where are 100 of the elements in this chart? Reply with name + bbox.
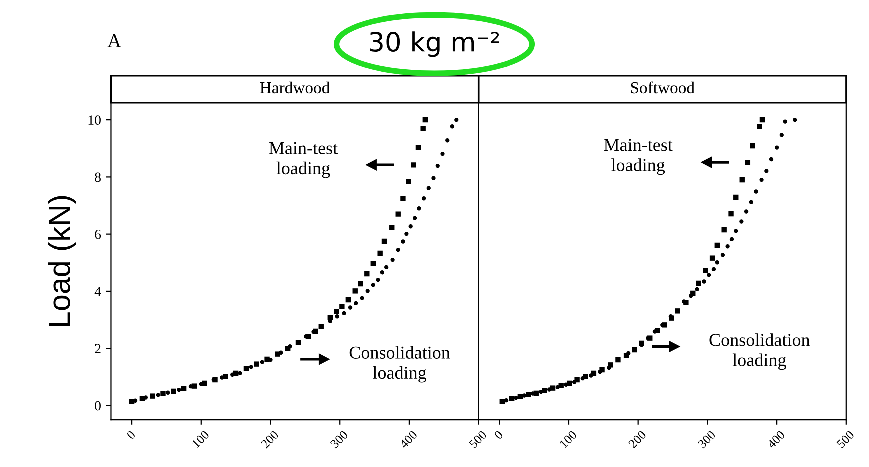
point (550, 386, 556, 391)
point (760, 178, 764, 182)
annotation: Main-test loading (269, 142, 338, 178)
point (722, 227, 727, 233)
point (412, 216, 418, 220)
point (396, 212, 401, 217)
point (522, 394, 527, 398)
point (380, 270, 384, 275)
x-tick-label: 100 (559, 430, 578, 448)
annotation: Consolidation loading (710, 334, 810, 370)
point (181, 386, 187, 392)
y-tick-label: 10 (88, 116, 101, 126)
x-tick-label: 200 (260, 430, 280, 449)
y-tick-label: 6 (95, 230, 102, 240)
point (396, 248, 400, 252)
point (734, 229, 738, 234)
point (728, 211, 734, 217)
point (340, 304, 345, 310)
chart-subtitle: Hardwood (260, 82, 330, 94)
x-tick-label: 100 (192, 430, 210, 448)
point (750, 143, 756, 149)
point (129, 399, 135, 404)
point (360, 296, 364, 300)
point (171, 388, 176, 394)
annotation: Main-test loading (604, 139, 673, 176)
x-tick-label: 0 (494, 430, 504, 440)
point (730, 237, 734, 242)
point (572, 380, 577, 384)
x-tick-label: 500 (836, 430, 855, 449)
point (354, 301, 358, 306)
point (244, 366, 250, 372)
point (370, 261, 376, 266)
point (760, 117, 766, 123)
point (780, 133, 784, 138)
point (150, 394, 156, 399)
point (279, 350, 284, 355)
point (744, 210, 749, 214)
point (358, 281, 364, 287)
point (774, 146, 780, 150)
point (556, 385, 560, 390)
point (288, 344, 292, 349)
point (440, 152, 445, 156)
y-tick-label: 4 (94, 287, 102, 296)
point (710, 256, 716, 261)
point (384, 265, 389, 270)
point (450, 124, 455, 129)
point (616, 357, 621, 363)
point (720, 253, 726, 258)
point (177, 388, 182, 392)
y-tick-label: 0 (95, 401, 101, 411)
point (249, 365, 254, 370)
chart-subtitle: Softwood (631, 82, 695, 94)
point (416, 145, 422, 150)
point (734, 194, 739, 200)
point (335, 314, 340, 319)
point (504, 398, 509, 403)
point (715, 260, 720, 265)
point (514, 396, 518, 400)
y-axis-title: Load (kN) (48, 196, 76, 326)
point (598, 370, 602, 374)
point (706, 273, 712, 278)
point (712, 267, 716, 272)
x-tick-label: 400 (766, 430, 786, 450)
point (411, 162, 416, 168)
point (400, 196, 406, 202)
point (567, 380, 572, 386)
point (348, 306, 353, 310)
point (436, 164, 440, 168)
point (334, 309, 340, 314)
point (580, 376, 585, 381)
x-tick-label: 500 (468, 430, 488, 449)
point (220, 376, 224, 380)
point (422, 196, 426, 201)
point (422, 117, 428, 123)
y-tick-label: 2 (95, 344, 101, 354)
point (740, 177, 745, 183)
point (160, 391, 166, 396)
point (446, 138, 450, 143)
point (539, 390, 544, 394)
point (769, 157, 774, 162)
x-tick-label: 200 (628, 430, 647, 449)
point (230, 372, 235, 377)
point (632, 347, 638, 353)
point (166, 390, 170, 395)
point (564, 382, 568, 387)
point (675, 308, 680, 314)
point (454, 118, 459, 122)
point (749, 200, 754, 204)
text: A (108, 34, 122, 48)
point (702, 280, 706, 284)
y-tick-label: 8 (95, 172, 101, 182)
point (703, 268, 708, 274)
point (589, 374, 594, 378)
point (783, 120, 788, 124)
point (406, 179, 412, 184)
point (328, 315, 333, 320)
point (740, 220, 744, 224)
x-tick-label: 300 (698, 430, 716, 449)
point (764, 169, 769, 174)
point (364, 271, 370, 277)
